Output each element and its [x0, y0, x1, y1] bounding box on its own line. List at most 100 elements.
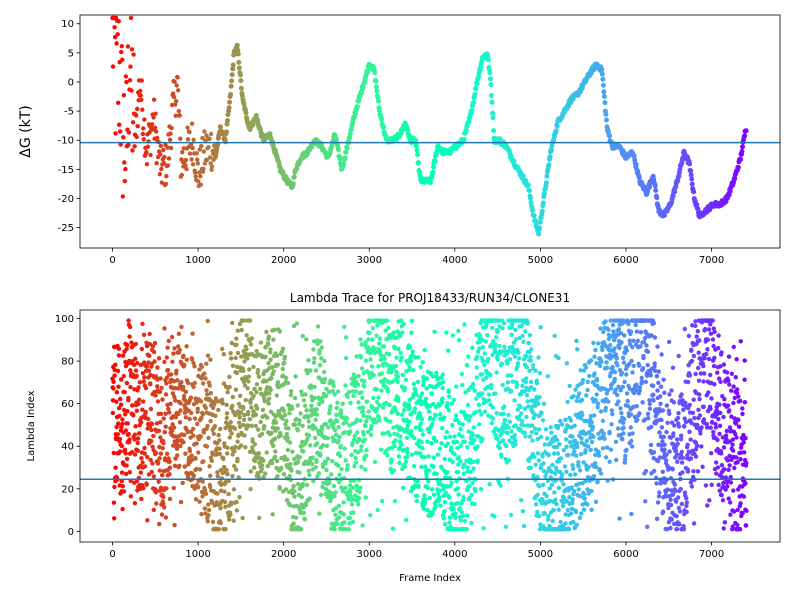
lambda-point — [418, 421, 423, 426]
lambda-point — [405, 450, 410, 455]
lambda-point — [199, 364, 205, 370]
lambda-point — [319, 345, 324, 350]
delta-g-point — [176, 108, 181, 114]
lambda-point — [644, 343, 649, 348]
lambda-point — [717, 402, 722, 407]
delta-g-point — [471, 100, 476, 105]
lambda-point — [165, 345, 170, 350]
lambda-point — [447, 515, 452, 520]
lambda-point — [183, 415, 188, 420]
delta-g-point — [122, 178, 128, 184]
lambda-point — [347, 423, 352, 428]
lambda-point — [509, 388, 514, 394]
delta-g-point — [670, 193, 676, 199]
lambda-point — [395, 432, 400, 437]
delta-g-point — [235, 51, 241, 57]
lambda-point — [528, 354, 533, 360]
lambda-point — [189, 410, 194, 416]
lambda-point — [730, 448, 736, 453]
lambda-point — [347, 516, 352, 521]
lambda-point — [522, 406, 527, 411]
lambda-point — [242, 383, 248, 388]
lambda-point — [344, 420, 349, 425]
lambda-point — [686, 333, 692, 339]
lambda-point — [288, 503, 293, 508]
lambda-point — [305, 437, 310, 442]
lambda-point — [563, 437, 569, 442]
y-tick-label: 0 — [68, 77, 74, 88]
lambda-point — [579, 511, 584, 516]
lambda-point — [348, 429, 353, 434]
delta-g-point — [132, 144, 137, 149]
lambda-point — [717, 431, 722, 437]
lambda-point — [205, 392, 210, 397]
lambda-point — [363, 423, 368, 429]
lambda-point — [583, 365, 589, 370]
lambda-point — [600, 446, 606, 451]
lambda-point — [377, 418, 382, 423]
lambda-point — [176, 411, 181, 417]
lambda-point — [471, 425, 476, 430]
lambda-point — [441, 380, 446, 385]
lambda-point — [396, 395, 401, 401]
lambda-point — [570, 434, 575, 439]
lambda-point — [482, 409, 488, 414]
lambda-point — [740, 511, 745, 516]
lambda-point — [266, 342, 271, 347]
lambda-point — [282, 360, 287, 366]
lambda-point — [527, 368, 532, 373]
delta-g-point — [599, 71, 605, 77]
lambda-point — [133, 356, 138, 361]
lambda-point — [382, 431, 387, 436]
lambda-point — [349, 452, 354, 457]
lambda-point — [252, 442, 258, 447]
lambda-point — [140, 321, 145, 326]
lambda-point — [423, 464, 428, 469]
lambda-point — [413, 425, 418, 430]
lambda-point — [566, 453, 571, 458]
lambda-point — [374, 406, 380, 412]
lambda-point — [213, 396, 219, 401]
lambda-point — [351, 485, 356, 490]
lambda-point — [156, 428, 162, 433]
lambda-point — [263, 471, 268, 476]
lambda-point — [121, 373, 127, 379]
y-tick-label: 10 — [61, 19, 74, 30]
delta-g-point — [196, 179, 201, 184]
lambda-point — [662, 442, 667, 447]
lambda-point — [664, 403, 670, 408]
lambda-point — [634, 329, 640, 334]
lambda-point — [291, 521, 296, 526]
y-tick-label: -5 — [64, 107, 74, 118]
lambda-point — [178, 499, 184, 505]
lambda-point — [217, 438, 222, 443]
lambda-point — [360, 395, 365, 400]
lambda-point — [173, 398, 178, 403]
lambda-point — [167, 410, 172, 415]
lambda-point — [598, 471, 604, 476]
lambda-point — [243, 397, 248, 403]
lambda-point — [625, 398, 630, 404]
lambda-point — [661, 434, 666, 440]
x-tick-label: 5000 — [528, 255, 553, 266]
delta-g-point — [141, 137, 146, 142]
lambda-point — [411, 381, 417, 387]
lambda-point — [143, 385, 149, 391]
lambda-point — [126, 318, 131, 323]
lambda-point — [461, 513, 466, 519]
lambda-point — [167, 472, 172, 477]
lambda-point — [292, 494, 297, 499]
lambda-point — [365, 344, 371, 349]
lambda-point — [487, 482, 492, 487]
lambda-point — [330, 379, 336, 385]
delta-g-point — [173, 113, 178, 118]
lambda-point — [321, 464, 326, 470]
lambda-point — [368, 351, 373, 356]
lambda-point — [525, 404, 531, 409]
lambda-point — [514, 382, 520, 387]
lambda-point — [709, 482, 714, 487]
lambda-point — [462, 439, 467, 444]
delta-g-point — [123, 74, 129, 79]
lambda-point — [117, 449, 123, 454]
lambda-point — [616, 327, 622, 332]
